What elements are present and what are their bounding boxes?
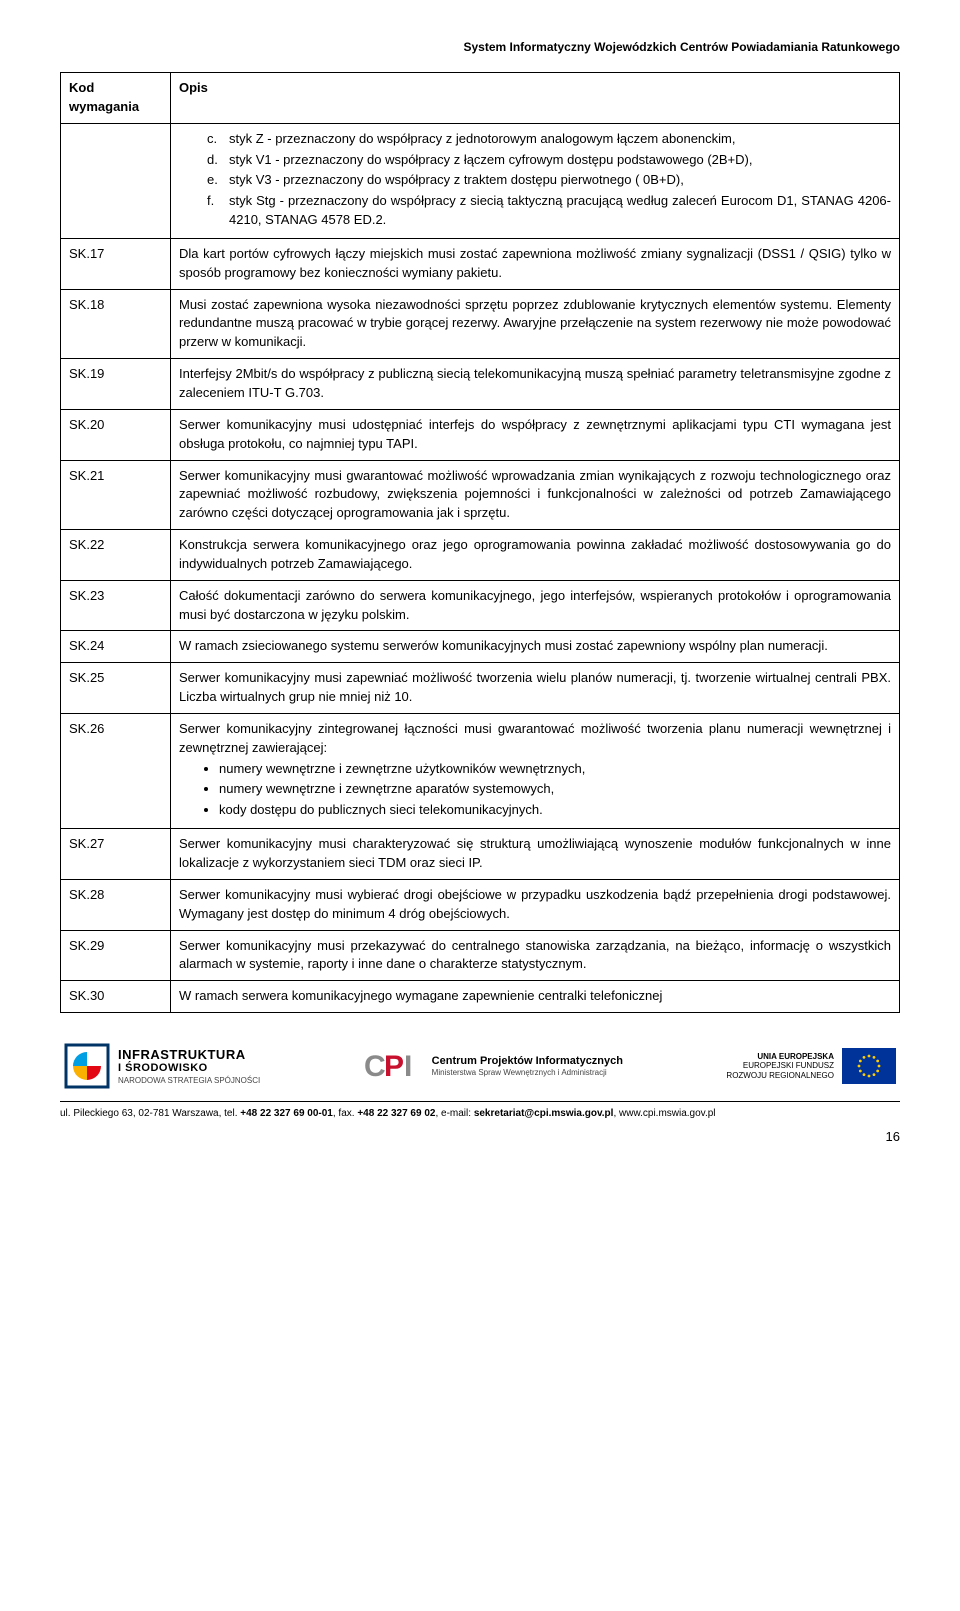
sublist-text: styk V3 - przeznaczony do współpracy z t… bbox=[229, 171, 891, 190]
req-code: SK.26 bbox=[61, 713, 171, 828]
page-number: 16 bbox=[60, 1129, 900, 1144]
table-row: SK.18Musi zostać zapewniona wysoka nieza… bbox=[61, 289, 900, 359]
req-code: SK.27 bbox=[61, 829, 171, 880]
page-header: System Informatyczny Wojewódzkich Centró… bbox=[60, 40, 900, 54]
table-row: SK.26Serwer komunikacyjny zintegrowanej … bbox=[61, 713, 900, 828]
svg-text:P: P bbox=[384, 1050, 404, 1083]
table-row: SK.19Interfejsy 2Mbit/s do współpracy z … bbox=[61, 359, 900, 410]
req-desc: Dla kart portów cyfrowych łączy miejskic… bbox=[171, 238, 900, 289]
bullet-item: kody dostępu do publicznych sieci teleko… bbox=[219, 801, 891, 820]
intro-code-cell bbox=[61, 123, 171, 238]
sublist-marker: e. bbox=[207, 171, 229, 190]
eu-line2: EUROPEJSKI FUNDUSZ bbox=[743, 1061, 834, 1070]
addr-mid: , fax. bbox=[333, 1108, 357, 1119]
logo1-line1: INFRASTRUKTURA bbox=[118, 1047, 260, 1063]
table-row: SK.20Serwer komunikacyjny musi udostępni… bbox=[61, 409, 900, 460]
table-row: SK.17Dla kart portów cyfrowych łączy mie… bbox=[61, 238, 900, 289]
eu-flag-icon bbox=[842, 1048, 896, 1084]
addr-email: sekretariat@cpi.mswia.gov.pl bbox=[474, 1108, 614, 1119]
col-header-code: Kod wymagania bbox=[61, 73, 171, 124]
footer-divider bbox=[60, 1101, 900, 1102]
addr-end: , www.cpi.mswia.gov.pl bbox=[613, 1108, 715, 1119]
table-row: SK.22Konstrukcja serwera komunikacyjnego… bbox=[61, 530, 900, 581]
sublist-text: styk V1 - przeznaczony do współpracy z ł… bbox=[229, 151, 891, 170]
intro-desc-cell: c.styk Z - przeznaczony do współpracy z … bbox=[171, 123, 900, 238]
req-bullets: numery wewnętrzne i zewnętrzne użytkowni… bbox=[219, 760, 891, 821]
req-code: SK.18 bbox=[61, 289, 171, 359]
addr-mid2: , e-mail: bbox=[435, 1108, 473, 1119]
infrastruktura-icon bbox=[64, 1043, 110, 1089]
requirements-table: Kod wymagania Opis c.styk Z - przeznaczo… bbox=[60, 72, 900, 1013]
req-desc: Serwer komunikacyjny musi udostępniać in… bbox=[171, 409, 900, 460]
req-desc: Serwer komunikacyjny musi zapewniać możl… bbox=[171, 663, 900, 714]
logo1-line3: NARODOWA STRATEGIA SPÓJNOŚCI bbox=[118, 1076, 260, 1086]
table-row: SK.24W ramach zsieciowanego systemu serw… bbox=[61, 631, 900, 663]
req-code: SK.21 bbox=[61, 460, 171, 530]
logo2-line2: Ministerstwa Spraw Wewnętrznych i Admini… bbox=[432, 1068, 623, 1078]
req-code: SK.29 bbox=[61, 930, 171, 981]
logo1-line2: I ŚRODOWISKO bbox=[118, 1062, 260, 1075]
req-desc: Serwer komunikacyjny musi gwarantować mo… bbox=[171, 460, 900, 530]
req-desc: Konstrukcja serwera komunikacyjnego oraz… bbox=[171, 530, 900, 581]
intro-sublist-item: f.styk Stg - przeznaczony do współpracy … bbox=[207, 192, 891, 230]
addr-prefix: ul. Pileckiego 63, 02-781 Warszawa, tel. bbox=[60, 1108, 240, 1119]
req-code: SK.19 bbox=[61, 359, 171, 410]
table-row: SK.28Serwer komunikacyjny musi wybierać … bbox=[61, 879, 900, 930]
sublist-marker: c. bbox=[207, 130, 229, 149]
req-code: SK.22 bbox=[61, 530, 171, 581]
intro-sublist-item: d.styk V1 - przeznaczony do współpracy z… bbox=[207, 151, 891, 170]
logo2-line1: Centrum Projektów Informatycznych bbox=[432, 1055, 623, 1068]
sublist-marker: f. bbox=[207, 192, 229, 230]
eu-line1: UNIA EUROPEJSKA bbox=[726, 1052, 834, 1062]
table-row: SK.25Serwer komunikacyjny musi zapewniać… bbox=[61, 663, 900, 714]
req-desc: Serwer komunikacyjny musi przekazywać do… bbox=[171, 930, 900, 981]
req-desc: Musi zostać zapewniona wysoka niezawodno… bbox=[171, 289, 900, 359]
table-row: SK.21Serwer komunikacyjny musi gwarantow… bbox=[61, 460, 900, 530]
req-code: SK.30 bbox=[61, 981, 171, 1013]
req-desc: Całość dokumentacji zarówno do serwera k… bbox=[171, 580, 900, 631]
table-row: SK.29Serwer komunikacyjny musi przekazyw… bbox=[61, 930, 900, 981]
req-code: SK.20 bbox=[61, 409, 171, 460]
eu-line3: ROZWOJU REGIONALNEGO bbox=[726, 1071, 834, 1080]
svg-text:C: C bbox=[364, 1050, 386, 1083]
req-code: SK.17 bbox=[61, 238, 171, 289]
addr-tel: +48 22 327 69 00-01 bbox=[240, 1108, 333, 1119]
req-code: SK.23 bbox=[61, 580, 171, 631]
req-code: SK.24 bbox=[61, 631, 171, 663]
col-header-desc: Opis bbox=[171, 73, 900, 124]
sublist-marker: d. bbox=[207, 151, 229, 170]
sublist-text: styk Stg - przeznaczony do współpracy z … bbox=[229, 192, 891, 230]
intro-sublist-item: c.styk Z - przeznaczony do współpracy z … bbox=[207, 130, 891, 149]
logo-infrastruktura: INFRASTRUKTURA I ŚRODOWISKO NARODOWA STR… bbox=[64, 1043, 260, 1089]
table-row: SK.30W ramach serwera komunikacyjnego wy… bbox=[61, 981, 900, 1013]
table-row: SK.23Całość dokumentacji zarówno do serw… bbox=[61, 580, 900, 631]
svg-text:I: I bbox=[404, 1050, 412, 1083]
logo-eu: UNIA EUROPEJSKA EUROPEJSKI FUNDUSZ ROZWO… bbox=[726, 1048, 896, 1084]
req-desc: Serwer komunikacyjny zintegrowanej łączn… bbox=[171, 713, 900, 828]
req-code: SK.25 bbox=[61, 663, 171, 714]
addr-fax: +48 22 327 69 02 bbox=[357, 1108, 435, 1119]
bullet-item: numery wewnętrzne i zewnętrzne użytkowni… bbox=[219, 760, 891, 779]
intro-sublist-item: e.styk V3 - przeznaczony do współpracy z… bbox=[207, 171, 891, 190]
req-code: SK.28 bbox=[61, 879, 171, 930]
req-desc: Interfejsy 2Mbit/s do współpracy z publi… bbox=[171, 359, 900, 410]
req-desc: Serwer komunikacyjny musi wybierać drogi… bbox=[171, 879, 900, 930]
req-desc: W ramach serwera komunikacyjnego wymagan… bbox=[171, 981, 900, 1013]
table-row: SK.27Serwer komunikacyjny musi charakter… bbox=[61, 829, 900, 880]
page-footer: INFRASTRUKTURA I ŚRODOWISKO NARODOWA STR… bbox=[60, 1043, 900, 1154]
req-desc: W ramach zsieciowanego systemu serwerów … bbox=[171, 631, 900, 663]
bullet-item: numery wewnętrzne i zewnętrzne aparatów … bbox=[219, 780, 891, 799]
footer-address: ul. Pileckiego 63, 02-781 Warszawa, tel.… bbox=[60, 1108, 900, 1119]
logo-cpi: C P I Centrum Projektów Informatycznych … bbox=[364, 1046, 623, 1086]
sublist-text: styk Z - przeznaczony do współpracy z je… bbox=[229, 130, 891, 149]
cpi-icon: C P I bbox=[364, 1046, 424, 1086]
req-desc: Serwer komunikacyjny musi charakteryzowa… bbox=[171, 829, 900, 880]
